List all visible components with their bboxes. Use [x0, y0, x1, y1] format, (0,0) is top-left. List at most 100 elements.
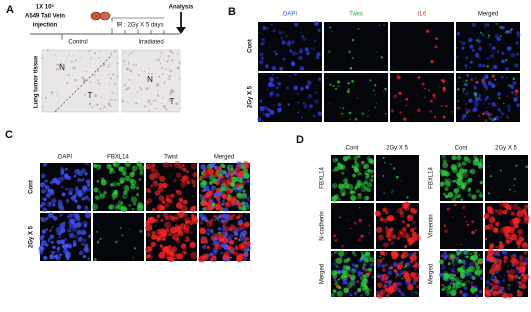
- stain-dot: [353, 221, 357, 225]
- stain-dot: [514, 259, 518, 264]
- stain-dot: [363, 257, 369, 263]
- stain-dot: [405, 272, 409, 276]
- stain-dot: [157, 186, 164, 193]
- stain-dot: [158, 182, 164, 188]
- tissue-dot: [125, 88, 127, 91]
- group-label: Irradiated: [138, 40, 163, 46]
- stain-dot: [232, 234, 236, 237]
- stain-dot: [456, 80, 459, 83]
- tissue-dot: [108, 63, 110, 66]
- stain-dot: [512, 203, 519, 211]
- stain-dot: [401, 293, 405, 297]
- tissue-dot: [171, 99, 173, 102]
- stain-dot: [347, 82, 350, 85]
- stain-dot: [514, 63, 519, 68]
- tissue-dot: [150, 57, 152, 59]
- stain-dot: [441, 79, 446, 83]
- stain-dot: [379, 217, 384, 222]
- stain-dot: [475, 39, 479, 42]
- stain-dot: [475, 101, 480, 106]
- stain-dot: [456, 106, 461, 110]
- stain-dot: [503, 274, 506, 277]
- tissue-dot: [141, 70, 144, 72]
- stain-dot: [381, 276, 388, 283]
- stain-dot: [159, 244, 163, 248]
- micrograph: [93, 213, 144, 262]
- stain-dot: [480, 269, 484, 273]
- stain-dot: [227, 233, 234, 239]
- image-bg: [456, 22, 520, 71]
- stain-dot: [221, 219, 228, 226]
- stain-dot: [334, 281, 339, 286]
- stain-dot: [510, 52, 516, 58]
- stain-dot: [484, 26, 487, 29]
- stain-dot: [68, 191, 73, 196]
- stain-dot: [59, 222, 66, 229]
- stain-dot: [349, 280, 356, 286]
- column-label: Cont: [455, 146, 468, 152]
- stain-dot: [217, 200, 221, 204]
- row-label: Cont: [29, 180, 35, 194]
- stain-dot: [509, 268, 515, 275]
- stain-dot: [280, 36, 284, 40]
- stain-dot: [524, 212, 528, 216]
- stain-dot: [478, 254, 480, 256]
- stain-dot: [463, 262, 467, 266]
- stain-dot: [521, 242, 529, 250]
- stain-dot: [269, 46, 272, 49]
- stain-dot: [304, 106, 307, 109]
- stain-dot: [466, 111, 469, 114]
- stain-dot: [355, 290, 358, 294]
- stain-dot: [479, 276, 484, 281]
- stain-dot: [97, 164, 101, 168]
- stain-dot: [43, 255, 48, 261]
- stain-dot: [465, 79, 468, 82]
- stain-dot: [117, 200, 123, 206]
- stain-dot: [456, 32, 460, 36]
- stain-dot: [467, 189, 471, 193]
- stain-dot: [300, 86, 304, 91]
- stain-dot: [444, 194, 449, 199]
- stain-dot: [338, 198, 341, 201]
- stain-dot: [457, 88, 460, 91]
- stain-dot: [494, 276, 497, 279]
- stain-dot: [67, 228, 71, 233]
- stain-dot: [502, 75, 504, 78]
- stain-dot: [451, 196, 457, 202]
- stain-dot: [334, 290, 338, 294]
- micrograph: [439, 249, 484, 298]
- stain-dot: [267, 108, 271, 112]
- stain-dot: [369, 262, 374, 267]
- tissue-dot: [145, 87, 149, 90]
- stain-dot: [219, 214, 223, 218]
- tissue-dot: [102, 63, 106, 67]
- stain-dot: [407, 283, 414, 291]
- stain-dot: [474, 157, 479, 163]
- tissue-dot: [93, 74, 96, 77]
- stain-dot: [414, 290, 418, 294]
- stain-dot: [468, 109, 472, 113]
- stain-dot: [360, 250, 365, 255]
- stain-dot: [291, 40, 295, 44]
- stain-dot: [259, 100, 262, 104]
- text: 1X 10⁶: [36, 5, 55, 11]
- stain-dot: [342, 107, 345, 110]
- stain-dot: [220, 219, 225, 224]
- stain-dot: [221, 227, 226, 232]
- stain-dot: [508, 84, 512, 87]
- stain-dot: [201, 253, 208, 260]
- stain-dot: [507, 275, 514, 282]
- stain-dot: [301, 34, 304, 38]
- stain-dot: [84, 172, 88, 176]
- micrograph: [456, 73, 520, 123]
- stain-dot: [352, 267, 355, 271]
- tissue-dot: [47, 74, 49, 76]
- stain-dot: [205, 204, 212, 211]
- stain-dot: [224, 225, 230, 232]
- stain-dot: [464, 216, 466, 218]
- stain-dot: [385, 293, 390, 298]
- stain-dot: [161, 200, 166, 204]
- stain-dot: [377, 282, 383, 288]
- stain-dot: [231, 196, 237, 201]
- stain-dot: [510, 211, 515, 216]
